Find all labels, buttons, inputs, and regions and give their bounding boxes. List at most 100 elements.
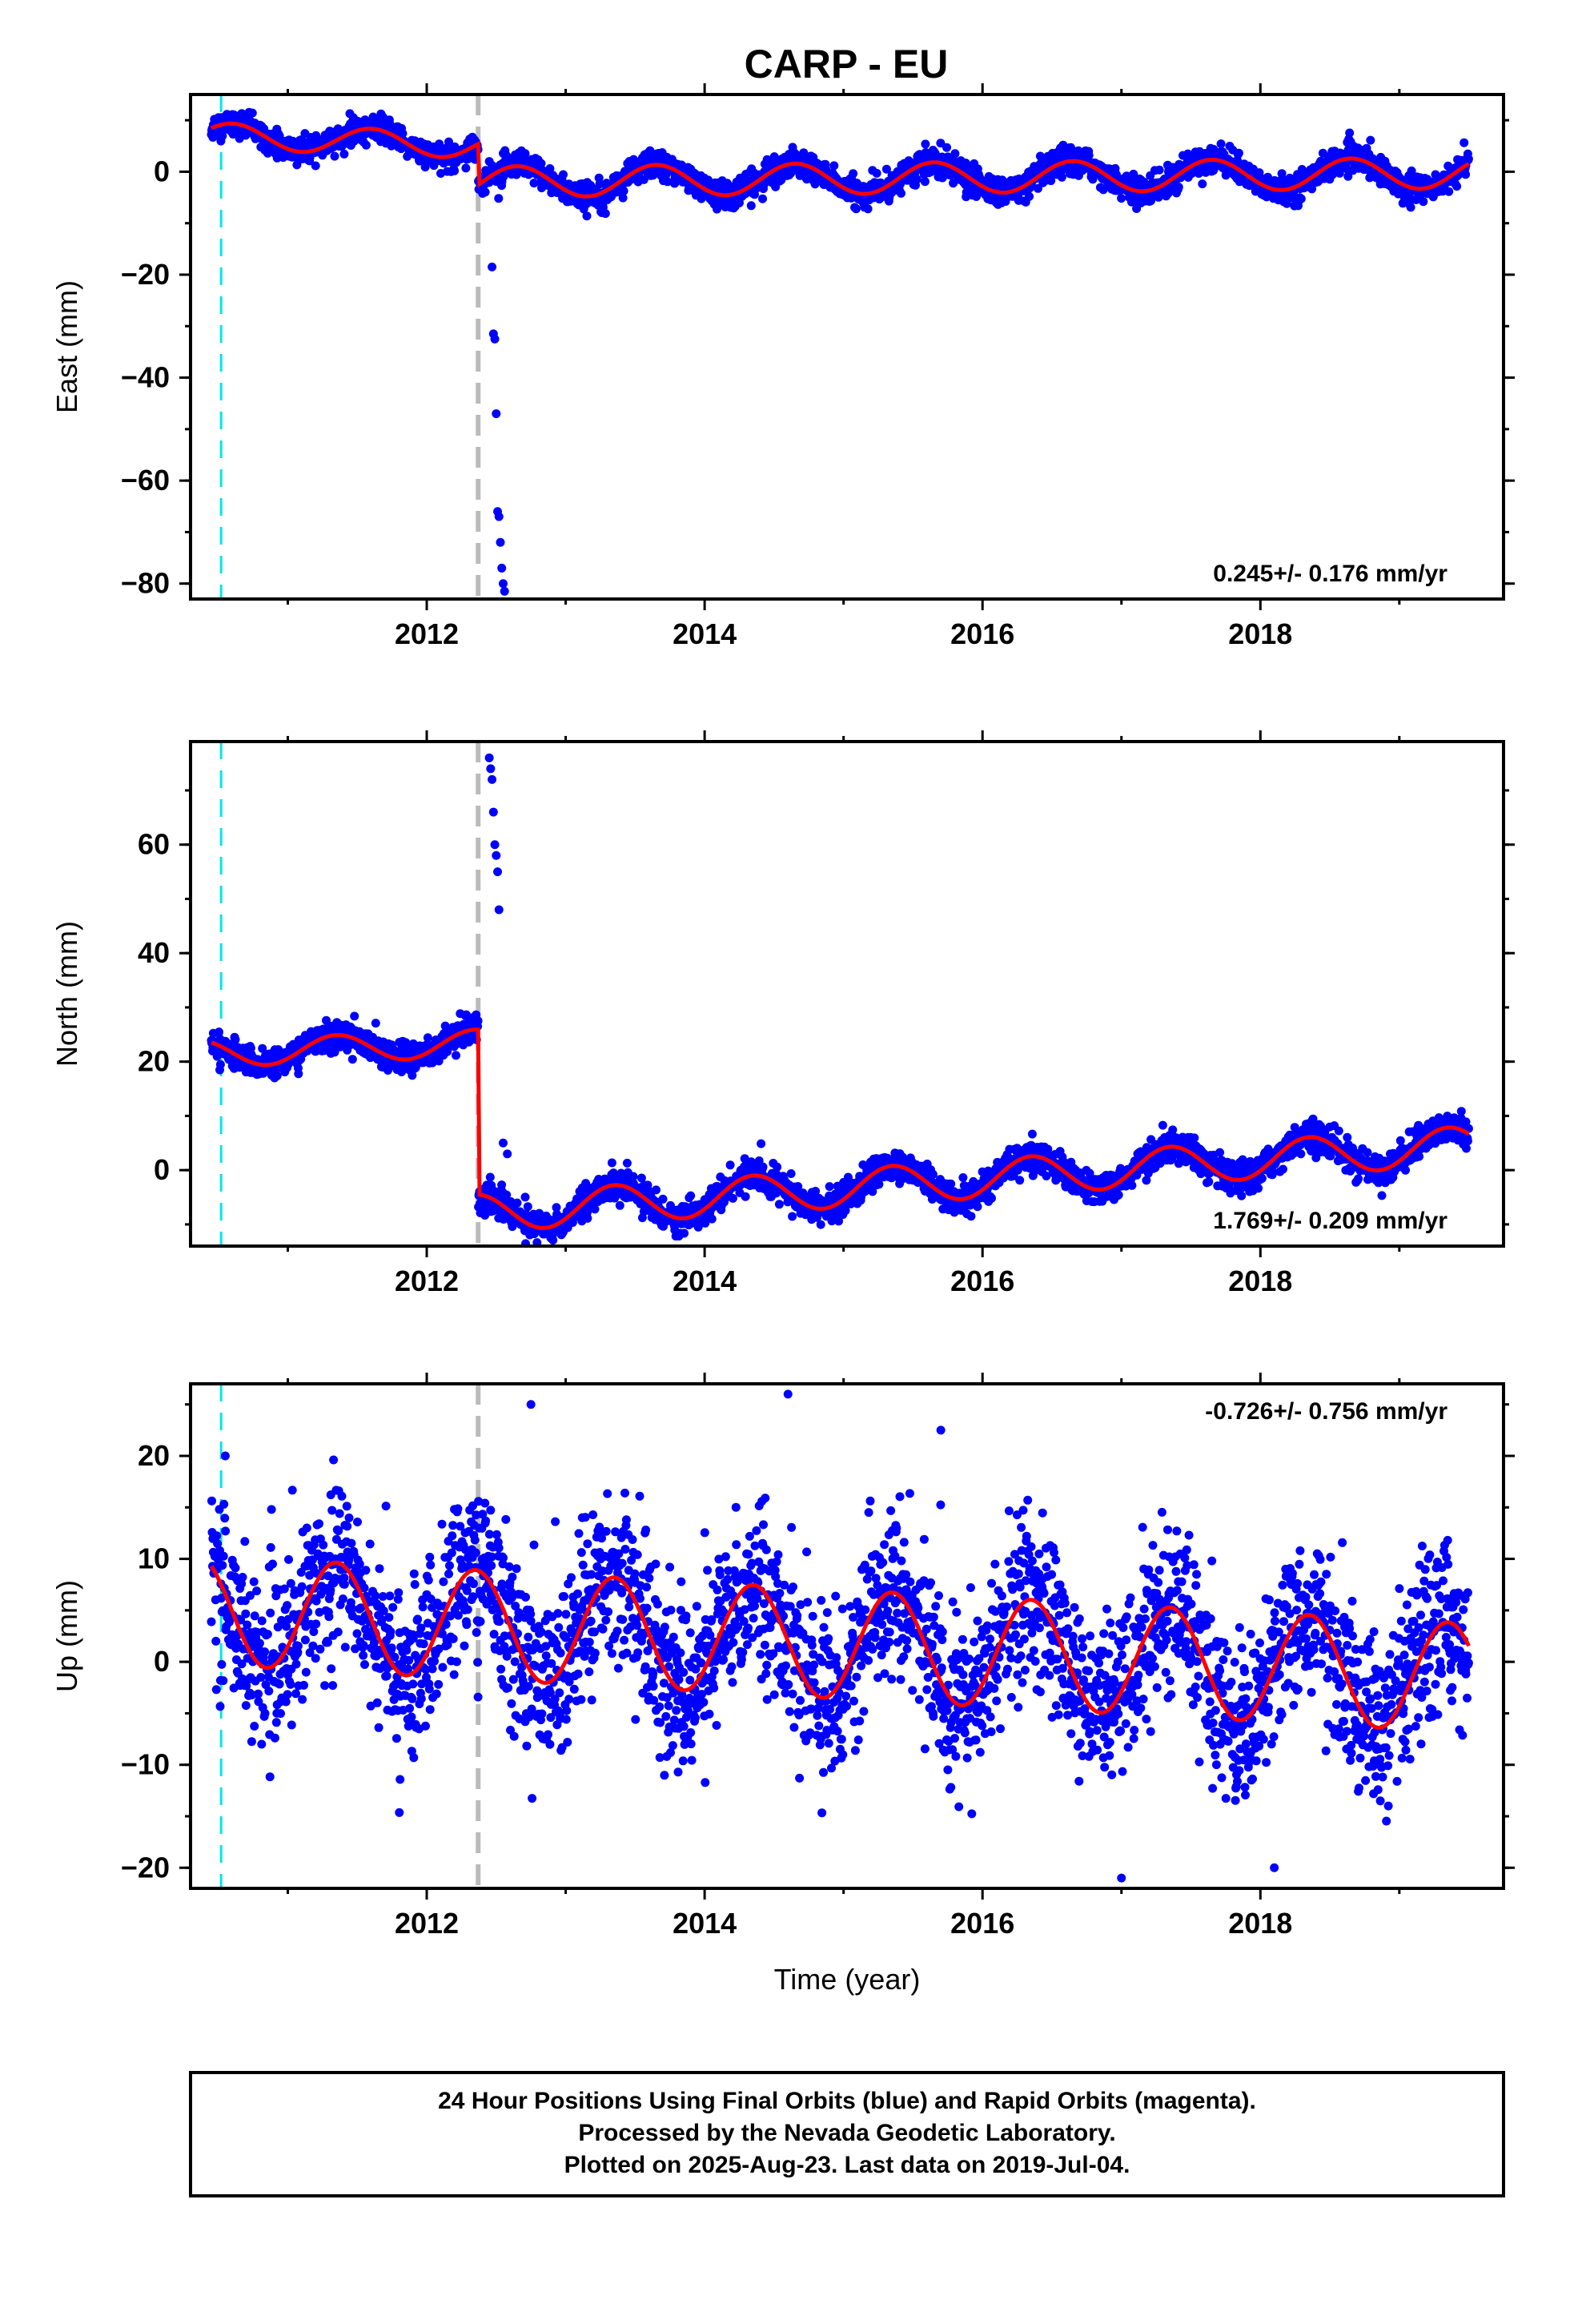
outlier-point xyxy=(497,563,507,573)
data-point xyxy=(663,177,673,187)
data-point xyxy=(521,1239,530,1246)
data-point xyxy=(1057,172,1066,182)
data-point xyxy=(512,1198,522,1208)
data-point xyxy=(494,194,504,203)
data-point xyxy=(863,204,873,214)
data-point xyxy=(258,1043,267,1053)
data-point xyxy=(1296,194,1306,203)
data-point xyxy=(966,1212,976,1221)
data-point xyxy=(619,187,628,195)
data-point xyxy=(825,1182,834,1192)
data-point xyxy=(928,1169,938,1179)
y-tick-label: −40 xyxy=(121,361,170,394)
data-point xyxy=(520,149,530,159)
data-point xyxy=(1146,196,1156,206)
data-point xyxy=(628,1172,638,1181)
data-point xyxy=(786,1169,796,1178)
outlier-point xyxy=(484,157,494,167)
data-point xyxy=(1198,179,1207,189)
data-point xyxy=(707,1214,717,1224)
data-point xyxy=(294,1069,303,1079)
data-point xyxy=(215,1027,223,1037)
data-point xyxy=(1461,170,1471,179)
data-point xyxy=(816,1220,825,1229)
outlier-point xyxy=(488,262,497,271)
outlier-point xyxy=(498,579,508,589)
data-point xyxy=(523,1202,532,1212)
data-point xyxy=(741,1192,750,1201)
data-point xyxy=(950,149,960,159)
data-point xyxy=(987,1193,996,1203)
data-point xyxy=(350,1011,359,1021)
plot-area xyxy=(207,94,1473,599)
data-point xyxy=(607,1158,616,1168)
velocity-rate-label: 0.245+/- 0.176 mm/yr xyxy=(1213,561,1447,587)
data-point xyxy=(851,204,861,214)
data-point xyxy=(1117,194,1126,203)
data-point xyxy=(1046,176,1056,186)
data-point xyxy=(461,163,471,173)
outlier-point xyxy=(494,512,504,521)
data-point xyxy=(452,1051,460,1060)
data-point xyxy=(548,1236,558,1245)
data-point xyxy=(1277,169,1287,179)
data-point xyxy=(1234,148,1243,158)
data-point xyxy=(1368,154,1378,163)
data-point xyxy=(872,168,881,178)
data-point xyxy=(272,1071,282,1080)
y-tick-label: −80 xyxy=(121,567,170,600)
data-point xyxy=(1444,187,1454,196)
x-tick-label: 2016 xyxy=(950,617,1014,650)
x-tick-label: 2018 xyxy=(1228,617,1292,650)
data-point xyxy=(330,151,339,161)
data-point xyxy=(1027,1129,1037,1139)
data-point xyxy=(371,1019,380,1028)
data-point xyxy=(1343,171,1353,181)
data-point xyxy=(520,1192,530,1202)
data-point xyxy=(728,1193,737,1203)
y-tick-label: 0 xyxy=(154,155,170,187)
data-point xyxy=(218,131,227,141)
data-point xyxy=(799,151,809,159)
data-point xyxy=(582,211,592,221)
data-point xyxy=(247,108,257,118)
data-point xyxy=(215,1059,225,1069)
data-point xyxy=(590,1204,600,1214)
data-point xyxy=(347,1055,357,1064)
data-point xyxy=(686,1191,696,1200)
data-point xyxy=(921,139,930,149)
data-point xyxy=(552,1203,561,1212)
data-point xyxy=(420,163,430,172)
data-point xyxy=(788,1212,797,1221)
data-points xyxy=(207,753,1473,1246)
x-tick-label: 2012 xyxy=(395,617,459,650)
data-point xyxy=(1327,170,1337,179)
data-points xyxy=(207,107,1473,596)
data-point xyxy=(1419,197,1428,207)
data-point xyxy=(1154,165,1164,175)
data-point xyxy=(1025,191,1034,201)
data-point xyxy=(311,161,320,171)
data-point xyxy=(1174,183,1183,192)
data-point xyxy=(529,179,539,188)
data-point xyxy=(545,164,555,173)
data-point xyxy=(615,1200,624,1210)
data-point xyxy=(1129,169,1138,179)
data-point xyxy=(536,159,546,168)
data-point xyxy=(473,1016,483,1026)
data-point xyxy=(936,139,946,148)
data-point xyxy=(559,170,568,179)
data-point xyxy=(920,177,930,187)
data-point xyxy=(713,204,721,214)
panel-frame xyxy=(189,93,1505,601)
data-point xyxy=(958,1173,968,1182)
data-point xyxy=(581,1179,591,1188)
data-point xyxy=(680,1228,689,1238)
y-axis-label: East (mm) xyxy=(50,280,83,413)
data-point xyxy=(231,1035,240,1044)
data-point xyxy=(973,1202,982,1212)
